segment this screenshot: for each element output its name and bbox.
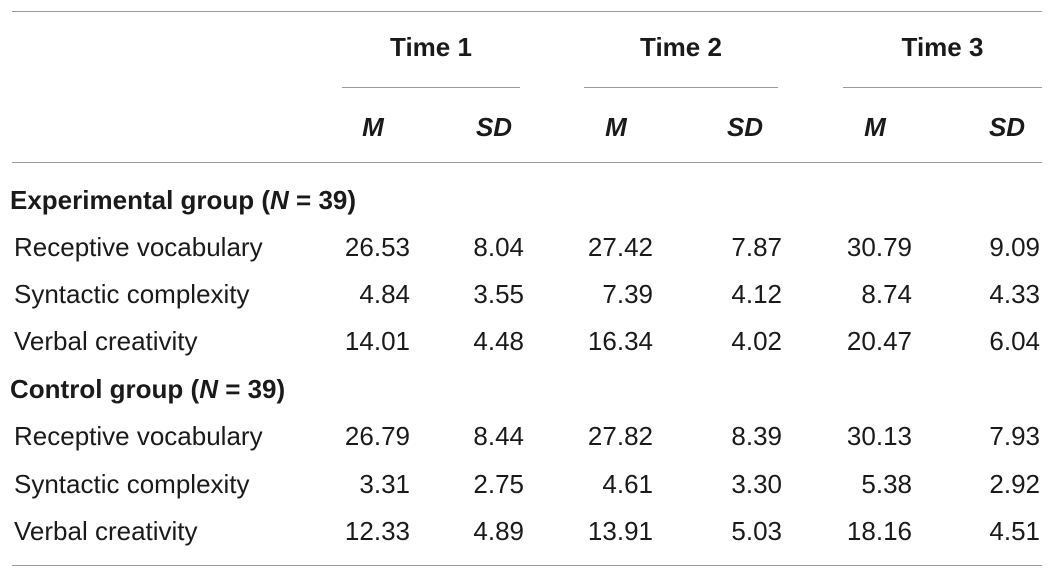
table-cell: 7.93 — [989, 421, 1040, 451]
stat-header-sd-2: SD — [726, 112, 764, 142]
table-cell: 30.79 — [846, 232, 912, 262]
table-cell: 2.92 — [989, 469, 1040, 499]
table-cell: 4.61 — [602, 469, 653, 499]
table-cell: 16.34 — [587, 326, 653, 356]
table-cell: 8.39 — [731, 421, 782, 451]
table-cell: 5.38 — [861, 469, 912, 499]
table-cell: 18.16 — [846, 516, 912, 546]
table-cell: 30.13 — [846, 421, 912, 451]
table-cell: 8.04 — [473, 232, 524, 262]
table-cell: 3.31 — [359, 469, 410, 499]
table-cell: 4.51 — [989, 516, 1040, 546]
table-cell: 8.74 — [861, 279, 912, 309]
time-header-3: Time 3 — [901, 32, 984, 62]
table-cell: 2.75 — [473, 469, 524, 499]
row-label: Syntactic complexity — [14, 469, 250, 499]
table-cell: 12.33 — [344, 516, 410, 546]
table-cell: 4.12 — [731, 279, 782, 309]
group-label-n: N — [270, 185, 289, 215]
table-cell: 3.55 — [473, 279, 524, 309]
stat-header-sd-3: SD — [988, 112, 1026, 142]
table-bottom-rule — [12, 565, 1042, 566]
stat-header-m-2: M — [605, 112, 627, 142]
row-label: Receptive vocabulary — [14, 232, 263, 262]
table-cell: 7.39 — [602, 279, 653, 309]
time-header-1-rule — [342, 87, 520, 88]
table-cell: 14.01 — [344, 326, 410, 356]
table-cell: 7.87 — [731, 232, 782, 262]
row-label: Verbal creativity — [14, 516, 198, 546]
table-cell: 4.89 — [473, 516, 524, 546]
table-cell: 6.04 — [989, 326, 1040, 356]
table-cell: 5.03 — [731, 516, 782, 546]
stat-header-sd-1: SD — [475, 112, 513, 142]
group-label-suffix: = 39) — [217, 374, 286, 404]
time-header-1: Time 1 — [390, 32, 472, 62]
group-label-prefix: Experimental group ( — [10, 185, 271, 215]
table-cell: 4.02 — [731, 326, 782, 356]
table-cell: 27.42 — [587, 232, 653, 262]
table-cell: 8.44 — [473, 421, 524, 451]
table-cell: 4.48 — [473, 326, 524, 356]
table-cell: 13.91 — [587, 516, 653, 546]
table-cell: 26.79 — [344, 421, 410, 451]
group-label-experimental: Experimental group (N = 39) — [10, 185, 356, 215]
group-label-n: N — [199, 374, 218, 404]
table-cell: 26.53 — [344, 232, 410, 262]
table-top-rule — [12, 11, 1042, 12]
stat-header-m-1: M — [362, 112, 384, 142]
table-cell: 3.30 — [731, 469, 782, 499]
group-label-suffix: = 39) — [288, 185, 357, 215]
header-bottom-rule — [12, 162, 1042, 163]
row-label: Syntactic complexity — [14, 279, 250, 309]
group-label-prefix: Control group ( — [10, 374, 200, 404]
table-cell: 4.33 — [989, 279, 1040, 309]
row-label: Verbal creativity — [14, 326, 198, 356]
time-header-3-rule — [843, 87, 1042, 88]
stat-header-m-3: M — [864, 112, 886, 142]
table-cell: 20.47 — [846, 326, 912, 356]
table-cell: 9.09 — [989, 232, 1040, 262]
table-cell: 4.84 — [359, 279, 410, 309]
table-cell: 27.82 — [587, 421, 653, 451]
group-label-control: Control group (N = 39) — [10, 374, 285, 404]
time-header-2: Time 2 — [640, 32, 722, 62]
time-header-2-rule — [584, 87, 778, 88]
row-label: Receptive vocabulary — [14, 421, 263, 451]
